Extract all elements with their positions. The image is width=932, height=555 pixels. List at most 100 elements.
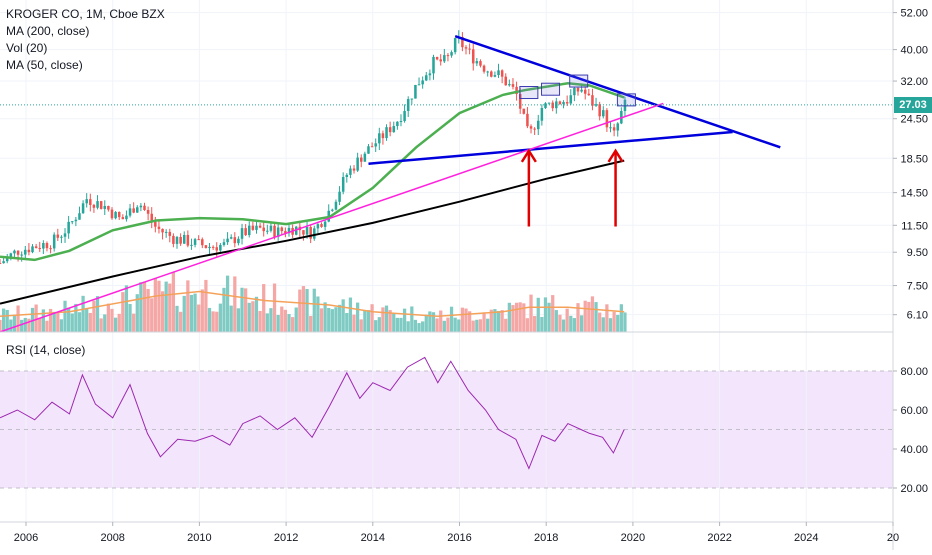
candle-body	[233, 237, 237, 244]
candle-body	[294, 226, 298, 235]
candle-body	[154, 221, 157, 227]
volume-bar	[482, 312, 486, 332]
time-axis-label: 2020	[621, 532, 645, 544]
candle-body	[287, 227, 291, 234]
candle-body	[125, 215, 128, 220]
rsi-legend[interactable]: RSI (14, close)	[6, 343, 86, 357]
volume-bar	[103, 314, 107, 332]
candle-body	[204, 245, 208, 249]
trendline-upper-resistance	[454, 34, 781, 149]
price-axis-label: 7.50	[907, 281, 928, 293]
volume-bar	[496, 311, 501, 332]
candle-body	[345, 174, 349, 178]
volume-bar	[449, 306, 454, 332]
candle-body	[136, 207, 139, 213]
volume-bar	[576, 303, 580, 332]
time-axis-label: 2012	[274, 532, 298, 544]
rsi-band	[0, 371, 893, 488]
volume-bar	[460, 307, 465, 332]
volume-bar	[377, 317, 381, 332]
candle-body	[92, 204, 96, 208]
candle-body	[555, 101, 558, 109]
volume-bar	[439, 310, 443, 332]
volume-bar	[435, 318, 439, 332]
volume-bar	[406, 321, 410, 332]
volume-bar	[424, 314, 428, 332]
candle-body	[139, 205, 143, 208]
candle-body	[179, 236, 182, 244]
volume-bar	[337, 304, 342, 332]
volume-bar	[493, 309, 497, 332]
volume-bar	[193, 293, 197, 332]
candle-body	[471, 49, 475, 64]
rsi-axis-label: 40.00	[900, 444, 928, 456]
volume-bar	[240, 287, 244, 332]
candle-body	[544, 103, 547, 109]
candle-body	[74, 219, 78, 222]
candle-body	[182, 234, 186, 244]
candle-body	[150, 213, 153, 222]
trendline-lower-support	[368, 130, 733, 165]
volume-bar	[63, 300, 67, 332]
volume-bar	[323, 302, 327, 332]
volume-bar	[142, 281, 147, 332]
candle-body	[186, 234, 190, 246]
candle-body	[103, 206, 107, 209]
candle-body	[349, 168, 352, 175]
candle-body	[60, 236, 63, 238]
legend-ma200[interactable]: MA (200, close)	[6, 24, 90, 38]
volume-bar	[536, 297, 540, 332]
candle-body	[96, 201, 99, 208]
candle-body	[269, 225, 273, 231]
volume-bar	[384, 305, 389, 332]
candle-body	[215, 247, 219, 251]
volume-bar	[45, 320, 49, 332]
symbol-title[interactable]: KROGER CO, 1M, Cboe BZX	[6, 7, 165, 21]
candle-body	[425, 75, 428, 81]
candle-body	[161, 228, 164, 233]
time-axis: 2006 2008 2010 2012 2014 2016 2018 2020 2022 2024…	[14, 522, 899, 544]
volume-bar	[175, 305, 179, 332]
volume-bar	[348, 297, 353, 332]
candle-body	[432, 56, 435, 74]
volume-bar	[301, 286, 306, 332]
volume-bar	[507, 302, 511, 332]
volume-bar	[211, 311, 215, 332]
volume-bar	[77, 312, 82, 332]
legend-volume[interactable]: Vol (20)	[6, 41, 48, 55]
volume-bar	[467, 311, 472, 332]
volume-bar	[200, 289, 204, 332]
highlight-box	[519, 86, 539, 100]
volume-bar	[99, 318, 103, 332]
candle-body	[403, 110, 406, 121]
candle-body	[547, 102, 551, 104]
volume-bar	[236, 308, 241, 332]
volume-bar	[139, 282, 143, 332]
volume-bar	[265, 313, 269, 332]
candle-body	[421, 80, 424, 85]
volume-bar	[110, 308, 114, 332]
candle-body	[511, 84, 515, 87]
volume-bar	[88, 312, 92, 332]
volume-bar	[612, 311, 616, 332]
candle-body	[356, 157, 359, 171]
volume-bar	[150, 298, 154, 332]
candle-body	[475, 61, 479, 64]
candle-body	[450, 52, 453, 56]
volume-bar	[410, 306, 414, 332]
volume-bar	[341, 299, 345, 332]
candle-body	[605, 110, 609, 128]
volume-bar	[543, 297, 548, 332]
volume-bar	[356, 302, 360, 332]
volume-bar	[525, 318, 530, 332]
volume-bar	[316, 296, 320, 332]
legend-ma50[interactable]: MA (50, close)	[6, 58, 83, 72]
volume-bar	[399, 317, 403, 332]
volume-bar	[565, 308, 569, 332]
candle-body	[562, 102, 565, 105]
volume-bar	[117, 313, 121, 332]
volume-bar	[34, 304, 38, 332]
candle-body	[5, 256, 9, 262]
